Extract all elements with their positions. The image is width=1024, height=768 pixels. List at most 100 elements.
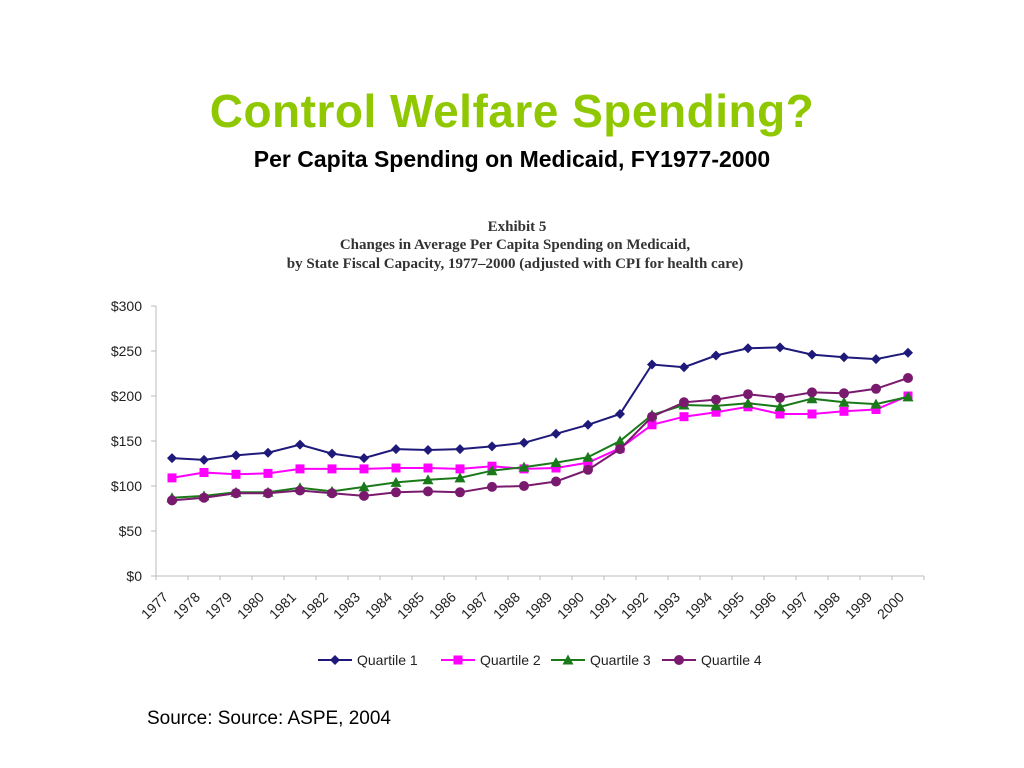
- x-tick-label: 1997: [778, 589, 811, 622]
- legend-marker-quartile-4: [674, 655, 684, 665]
- data-point-quartile-3: [902, 391, 914, 402]
- data-point-quartile-1: [679, 362, 689, 373]
- data-point-quartile-2: [583, 458, 593, 468]
- chart-title-line1: Changes in Average Per Capita Spending o…: [340, 237, 691, 253]
- data-point-quartile-4: [519, 481, 529, 491]
- x-tick-label: 1987: [458, 589, 491, 622]
- data-point-quartile-4: [903, 373, 913, 383]
- x-tick-label: 1980: [234, 589, 267, 622]
- data-point-quartile-2: [871, 405, 881, 414]
- data-point-quartile-1: [839, 352, 849, 363]
- data-point-quartile-4: [743, 389, 753, 400]
- x-tick-label: 1981: [266, 589, 299, 622]
- data-point-quartile-4: [391, 487, 401, 498]
- data-point-quartile-1: [391, 444, 401, 455]
- series-quartile-3: [166, 391, 914, 503]
- x-tick-label: 1988: [490, 589, 523, 622]
- data-point-quartile-4: [487, 481, 497, 492]
- data-point-quartile-3: [358, 481, 370, 492]
- y-tick-label: $150: [111, 433, 142, 449]
- data-point-quartile-1: [423, 445, 433, 455]
- data-point-quartile-2: [295, 464, 305, 474]
- data-point-quartile-1: [455, 444, 465, 455]
- data-point-quartile-4: [647, 411, 657, 422]
- chart-series: [166, 342, 914, 506]
- data-point-quartile-3: [710, 400, 722, 411]
- series-quartile-4: [167, 373, 913, 506]
- data-point-quartile-3: [390, 476, 402, 487]
- x-tick-label: 1985: [394, 589, 427, 622]
- legend-label-quartile-2: Quartile 2: [480, 652, 541, 668]
- data-point-quartile-1: [167, 453, 177, 464]
- series-line-quartile-2: [171, 395, 909, 479]
- data-point-quartile-4: [423, 486, 433, 497]
- data-point-quartile-3: [582, 451, 594, 462]
- data-point-quartile-1: [775, 342, 785, 353]
- data-point-quartile-1: [711, 350, 721, 361]
- x-tick-label: 2000: [874, 589, 907, 622]
- x-tick-label: 1986: [426, 589, 459, 622]
- data-point-quartile-4: [807, 387, 817, 398]
- data-point-quartile-2: [231, 469, 241, 479]
- y-tick-label: $0: [126, 568, 142, 584]
- data-point-quartile-2: [423, 463, 433, 473]
- x-tick-label: 1982: [298, 589, 331, 622]
- data-point-quartile-1: [295, 439, 305, 450]
- data-point-quartile-1: [583, 419, 593, 430]
- data-point-quartile-1: [551, 428, 561, 439]
- data-point-quartile-4: [263, 488, 273, 499]
- data-point-quartile-2: [679, 412, 689, 422]
- x-tick-label: 1983: [330, 589, 363, 622]
- data-point-quartile-1: [615, 409, 625, 419]
- legend-marker-quartile-2: [453, 655, 463, 665]
- x-tick-label: 1994: [682, 589, 715, 622]
- data-point-quartile-3: [838, 396, 850, 407]
- x-tick-label: 1992: [618, 589, 651, 622]
- data-point-quartile-1: [519, 437, 529, 448]
- y-tick-label: $200: [111, 388, 142, 404]
- data-point-quartile-1: [807, 349, 817, 360]
- data-point-quartile-3: [806, 393, 818, 404]
- series-line-quartile-4: [171, 377, 909, 502]
- data-point-quartile-2: [647, 420, 657, 430]
- data-point-quartile-3: [870, 398, 882, 409]
- data-point-quartile-2: [167, 473, 177, 483]
- data-point-quartile-3: [774, 401, 786, 412]
- data-point-quartile-1: [487, 441, 497, 452]
- data-point-quartile-4: [583, 464, 593, 475]
- data-point-quartile-1: [647, 359, 657, 370]
- chart-axes: $0$50$100$150$200$250$300197719781979198…: [111, 298, 925, 622]
- x-tick-label: 1990: [554, 589, 587, 622]
- data-point-quartile-1: [871, 354, 881, 365]
- data-point-quartile-2: [327, 464, 337, 474]
- chart-legend: Quartile 1 Quartile 2 Quartile 3 Quartile 4: [318, 652, 762, 668]
- data-point-quartile-4: [295, 485, 305, 496]
- y-tick-label: $100: [111, 478, 142, 494]
- legend-marker-quartile-3: [562, 654, 574, 665]
- series-line-quartile-1: [171, 346, 909, 461]
- data-point-quartile-1: [327, 448, 337, 459]
- legend-item-quartile-3: Quartile 3: [551, 652, 651, 668]
- data-point-quartile-2: [839, 406, 849, 416]
- data-point-quartile-4: [455, 487, 465, 498]
- slide-subtitle: Per Capita Spending on Medicaid, FY1977-…: [253, 146, 771, 172]
- chart-title-line2: by State Fiscal Capacity, 1977–2000 (adj…: [287, 256, 744, 272]
- x-tick-label: 1995: [714, 589, 747, 622]
- series-quartile-2: [167, 391, 913, 483]
- data-point-quartile-4: [679, 397, 689, 408]
- data-point-quartile-4: [551, 476, 561, 487]
- legend-label-quartile-3: Quartile 3: [590, 652, 651, 668]
- legend-item-quartile-1: Quartile 1: [318, 652, 418, 668]
- medicaid-spending-chart: Exhibit 5 Changes in Average Per Capita …: [111, 219, 925, 668]
- data-point-quartile-4: [199, 492, 209, 503]
- legend-item-quartile-4: Quartile 4: [662, 652, 762, 668]
- data-point-quartile-4: [231, 488, 241, 499]
- data-point-quartile-3: [614, 435, 626, 446]
- x-tick-label: 1978: [170, 589, 203, 622]
- data-point-quartile-2: [391, 463, 401, 473]
- chart-exhibit-label: Exhibit 5: [488, 219, 547, 235]
- data-point-quartile-1: [359, 453, 369, 464]
- data-point-quartile-2: [551, 463, 561, 473]
- data-point-quartile-3: [518, 461, 530, 472]
- data-point-quartile-4: [839, 388, 849, 399]
